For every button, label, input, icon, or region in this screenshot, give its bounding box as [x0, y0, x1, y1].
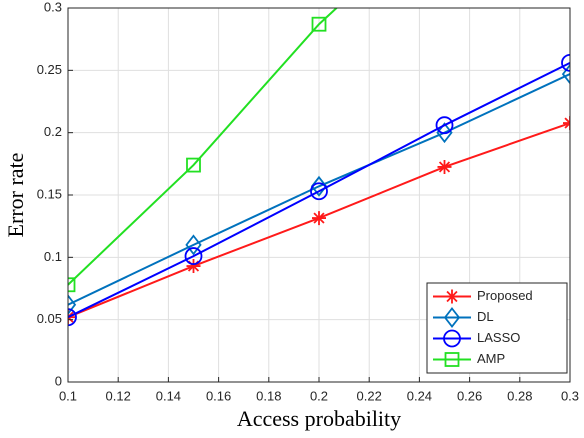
x-axis-label: Access probability [237, 406, 401, 431]
marker [561, 53, 570, 72]
marker [443, 307, 461, 328]
x-tick-label: 0.26 [457, 388, 482, 403]
x-tick-label: 0.16 [206, 388, 231, 403]
x-tick-label: 0.14 [156, 388, 181, 403]
marker [561, 63, 570, 85]
marker [310, 175, 328, 197]
marker [435, 116, 454, 135]
legend: Proposed DL LASSO AMP [426, 282, 568, 374]
marker [312, 211, 326, 226]
series-line [68, 8, 339, 286]
y-tick-label: 0.25 [37, 62, 62, 77]
y-tick-label: 0.1 [44, 249, 62, 264]
marker [310, 182, 328, 201]
series-layer [68, 8, 570, 327]
x-tick-label: 0.12 [106, 388, 131, 403]
y-tick-label: 0 [55, 373, 62, 388]
marker [311, 16, 327, 32]
legend-label: DL [477, 309, 494, 324]
marker [445, 289, 459, 304]
x-tick-label: 0.3 [561, 388, 579, 403]
series-line [68, 61, 570, 319]
marker [68, 308, 77, 327]
x-tick-label: 0.22 [357, 388, 382, 403]
legend-label: LASSO [477, 330, 520, 345]
x-tick-label: 0.24 [407, 388, 432, 403]
x-tick-label: 0.28 [507, 388, 532, 403]
y-tick-label: 0.05 [37, 311, 62, 326]
legend-label: Proposed [477, 288, 533, 303]
y-tick-label: 0.3 [44, 0, 62, 14]
marker [437, 159, 452, 174]
legend-label: AMP [477, 351, 505, 366]
series-line [68, 73, 570, 306]
marker [443, 329, 461, 348]
marker [68, 294, 77, 316]
marker [186, 157, 201, 173]
y-tick-label: 0.15 [37, 186, 62, 201]
x-tick-label: 0.1 [59, 388, 77, 403]
x-tick-label: 0.18 [256, 388, 281, 403]
marker [68, 277, 76, 293]
marker [186, 259, 201, 274]
marker [185, 234, 202, 256]
marker [436, 122, 453, 144]
marker [184, 247, 203, 265]
marker [444, 352, 460, 367]
y-axis-label: Error rate [3, 153, 28, 238]
y-tick-label: 0.2 [44, 124, 62, 139]
x-tick-label: 0.2 [310, 388, 328, 403]
ticks: 0.1 0.12 0.14 0.16 0.18 0.2 0.22 0.24 0.26 0.28 0.… [37, 0, 579, 403]
